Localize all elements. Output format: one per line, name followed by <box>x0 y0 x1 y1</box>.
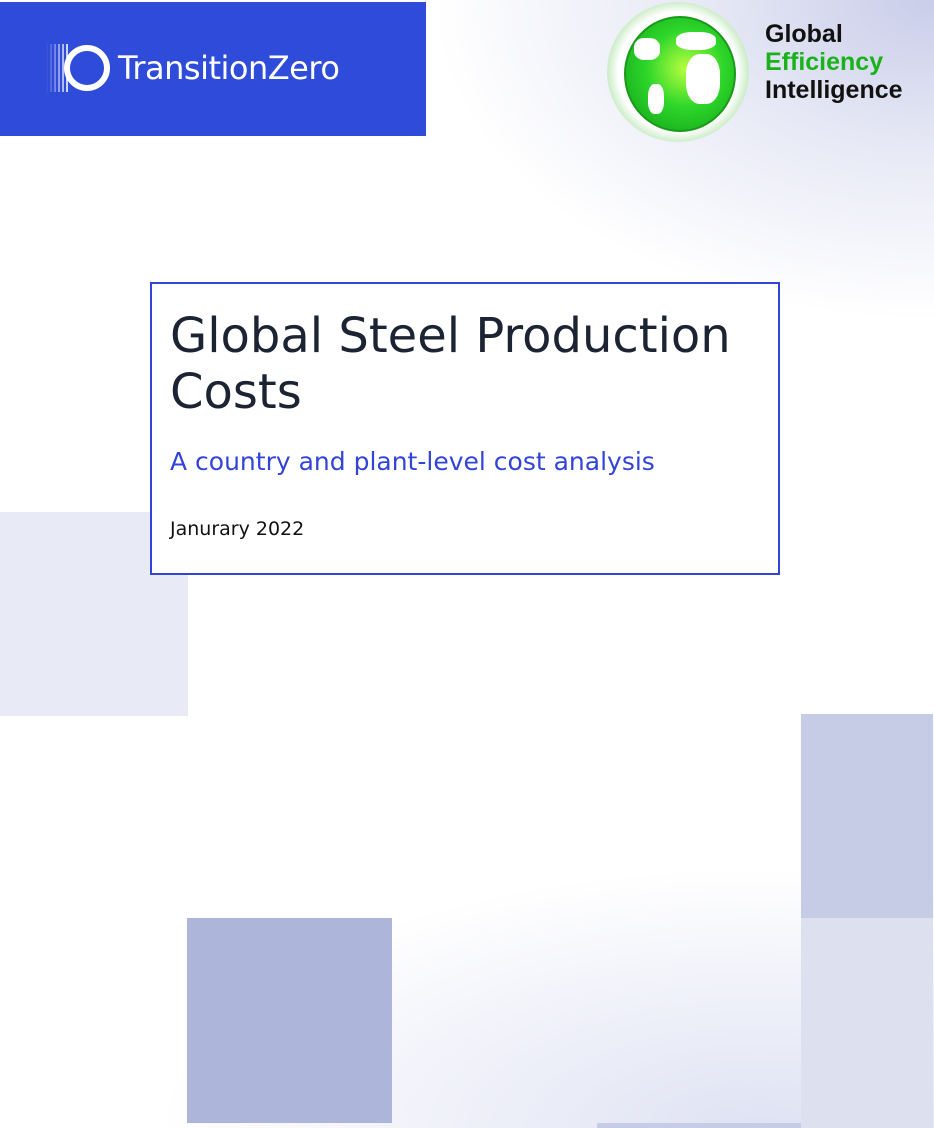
page-title: Global Steel Production Costs <box>170 308 731 420</box>
partner-logo-text: Global Efficiency Intelligence <box>765 20 903 104</box>
partner-logo-line: Efficiency <box>765 48 884 76</box>
publication-date: Janurary 2022 <box>170 518 305 540</box>
partner-logo-line: Intelligence <box>765 76 903 104</box>
globe-icon <box>607 2 749 142</box>
title-box: Global Steel Production Costs A country … <box>150 282 780 575</box>
decor-block <box>801 714 933 918</box>
decor-block <box>801 918 933 1128</box>
logo-dots-icon <box>46 44 68 92</box>
decor-block <box>187 918 392 1123</box>
partner-logo-line: Global <box>765 20 843 48</box>
subtitle: A country and plant-level cost analysis <box>170 447 655 476</box>
transitionzero-logo: TransitionZero <box>0 2 426 136</box>
logo-ring-icon <box>64 45 110 91</box>
decor-block <box>597 1123 801 1128</box>
brand-name: TransitionZero <box>118 49 340 87</box>
